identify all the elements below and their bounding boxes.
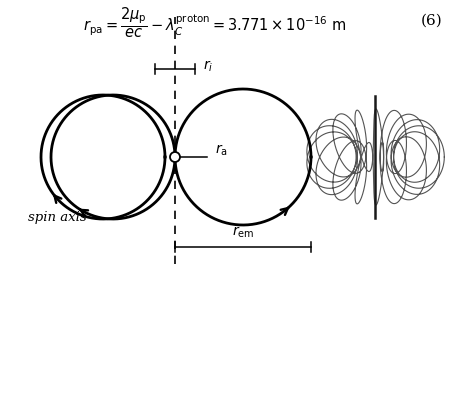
Text: $r_{\mathrm{a}}$: $r_{\mathrm{a}}$	[214, 142, 227, 158]
Text: spin axis: spin axis	[28, 211, 86, 223]
Text: $r_i$: $r_i$	[202, 59, 213, 74]
Circle shape	[170, 152, 179, 162]
Text: (6): (6)	[420, 14, 442, 28]
Text: $r_{\mathrm{pa}} = \dfrac{2\mu_{\mathrm{p}}}{ec} - \lambda_C^{\mathrm{proton}} =: $r_{\mathrm{pa}} = \dfrac{2\mu_{\mathrm{…	[83, 6, 346, 40]
Text: $r_{\mathrm{em}}$: $r_{\mathrm{em}}$	[231, 225, 254, 240]
